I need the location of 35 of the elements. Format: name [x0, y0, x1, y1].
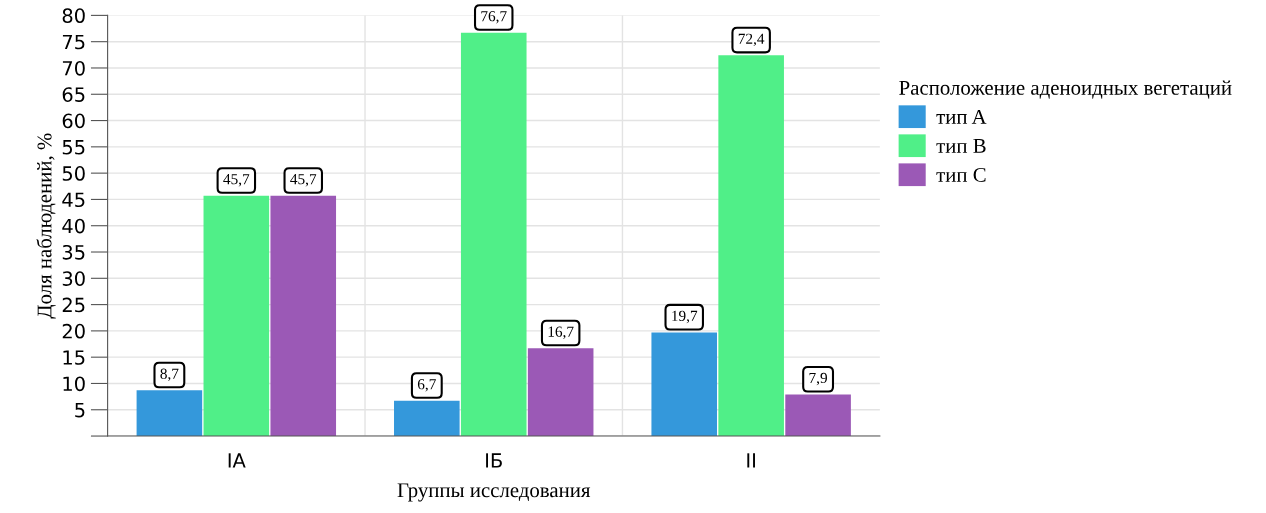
y-tick-label: 30 [62, 271, 85, 286]
data-label: 45,7 [290, 174, 317, 187]
legend-title: Расположение аденоидных вегетаций [899, 80, 1232, 99]
x-axis-title: Группы исследования [397, 483, 591, 502]
data-label: 16,7 [548, 326, 574, 339]
data-label: 6,7 [417, 379, 436, 392]
y-tick-label: 55 [62, 140, 85, 155]
bar [136, 390, 203, 437]
y-tick-label: 60 [62, 113, 85, 129]
data-label: 7,9 [809, 372, 828, 386]
data-label: 72,4 [738, 33, 765, 47]
y-tick-label: 35 [62, 244, 85, 260]
y-axis-title: Доля наблюдений, % [36, 133, 56, 319]
y-tick-label: 10 [63, 376, 85, 392]
y-tick-label: 70 [62, 60, 85, 76]
y-tick-label: 75 [62, 34, 85, 50]
x-tick-label: IA [228, 453, 246, 468]
data-label: 19,7 [672, 310, 698, 324]
data-label: 8,7 [160, 368, 179, 382]
y-tick-label: 20 [62, 323, 85, 339]
legend-label: тип A [936, 109, 987, 124]
y-tick-label: 5 [75, 402, 85, 418]
y-tick-label: 40 [62, 218, 85, 234]
legend-label: тип B [936, 139, 986, 153]
y-tick-label: 80 [62, 8, 85, 24]
y-tick-label: 25 [62, 297, 85, 313]
y-tick-label: 50 [62, 166, 85, 181]
legend-label: тип C [936, 167, 986, 182]
y-tick-label: 15 [63, 350, 85, 365]
x-tick-label: IБ [486, 453, 502, 468]
data-label: 45,7 [223, 174, 250, 187]
x-tick-label: II [747, 453, 755, 468]
y-tick-label: 65 [62, 87, 85, 102]
data-label: 76,7 [481, 11, 507, 24]
y-tick-label: 45 [62, 192, 85, 208]
